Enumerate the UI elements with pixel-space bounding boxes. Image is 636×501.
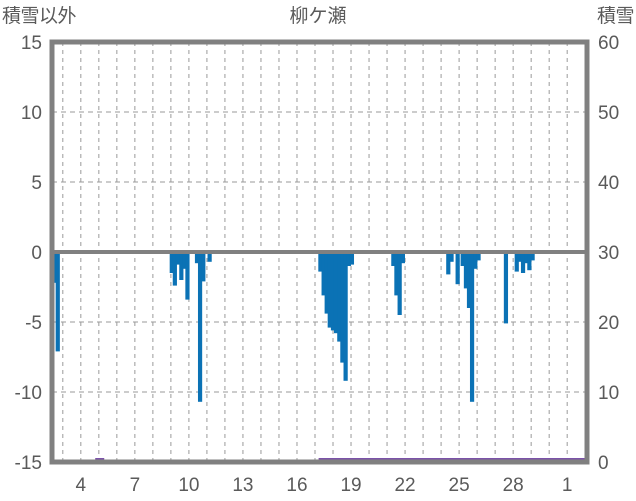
bar [394, 252, 399, 296]
y2-axis-tick-label: 30 [598, 243, 619, 264]
bar [324, 252, 329, 314]
bar [466, 252, 472, 308]
x-axis-tick-label: 7 [130, 475, 141, 496]
x-axis-tick-label: 25 [449, 475, 470, 496]
bar [175, 252, 181, 265]
x-axis-tick-label: 1 [562, 475, 573, 496]
y2-axis-tick-label: 20 [598, 313, 619, 334]
bar [169, 252, 174, 273]
bars-layer [52, 252, 535, 402]
bar [182, 252, 187, 269]
bar [400, 252, 405, 264]
x-axis-tick-label: 19 [340, 475, 361, 496]
bar [340, 252, 345, 363]
bar [397, 252, 402, 315]
bar [455, 252, 460, 285]
bar [463, 252, 469, 289]
bar [197, 252, 203, 402]
y-axis-tick-label: -15 [15, 453, 42, 474]
bar [524, 252, 529, 264]
bar [473, 252, 478, 269]
bar [55, 252, 60, 352]
bar [476, 252, 481, 261]
x-axis-tick-label: 13 [232, 475, 253, 496]
bar [346, 252, 351, 266]
bar [330, 252, 336, 331]
bar [185, 252, 190, 300]
x-axis-tick-label: 10 [178, 475, 199, 496]
y2-axis-tick-label: 40 [598, 173, 619, 194]
bar [514, 252, 519, 272]
bar [333, 252, 339, 334]
y-axis-tick-label: -5 [25, 313, 42, 334]
y2-axis-tick-label: 50 [598, 103, 619, 124]
axis-frame [49, 39, 590, 465]
bar [179, 252, 184, 280]
y2-axis-tick-label: 0 [598, 453, 609, 474]
x-axis-tick-label: 4 [76, 475, 87, 496]
bar [172, 252, 177, 286]
bar [517, 252, 523, 262]
y-axis-tick-label: 15 [21, 33, 42, 54]
y2-axis-tick-label: 10 [598, 383, 619, 404]
bar [449, 252, 454, 262]
y-axis-tick-label: 0 [31, 243, 42, 264]
bar [343, 252, 348, 381]
bar [527, 252, 532, 271]
left-axis-label: 積雪以外 [2, 6, 77, 27]
bar [52, 252, 57, 283]
bar [503, 252, 509, 324]
bar [520, 252, 526, 273]
page-title: 柳ケ瀬 [289, 6, 347, 27]
bar [201, 252, 206, 282]
y-axis-tick-label: -10 [15, 383, 42, 404]
bar [460, 252, 465, 266]
x-axis-tick-label: 28 [503, 475, 524, 496]
bar [469, 252, 475, 402]
bar [207, 252, 212, 262]
bar [349, 252, 355, 265]
x-axis-tick-label: 16 [286, 475, 307, 496]
y2-axis-tick-label: 60 [598, 33, 619, 54]
x-axis-tick-label: 22 [394, 475, 415, 496]
bar [194, 252, 200, 264]
bar [321, 252, 326, 296]
right-axis-label: 積雪 [596, 6, 635, 27]
y-axis-tick-label: 5 [31, 173, 42, 194]
bar [337, 252, 342, 342]
y-axis-tick-label: 10 [21, 103, 42, 124]
bar [327, 252, 332, 328]
bar [446, 252, 451, 275]
plot-frame [49, 39, 590, 465]
bar [530, 252, 535, 261]
bar [391, 252, 396, 266]
bar [318, 252, 323, 272]
